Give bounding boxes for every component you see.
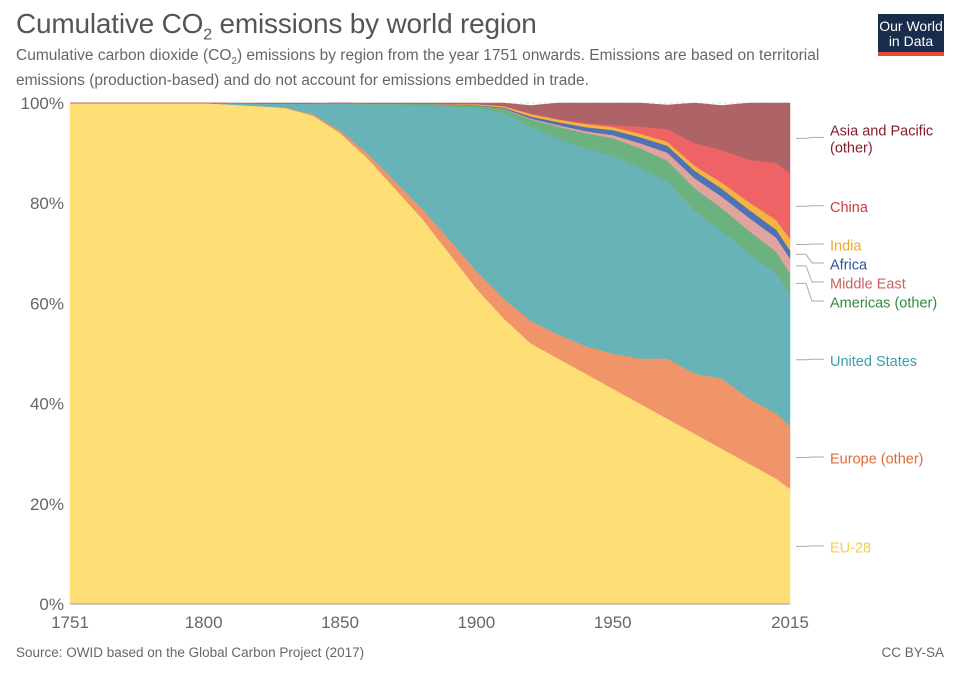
- leader-line-asia-and-pacific-other: [796, 136, 824, 139]
- y-tick-label-40: 40%: [30, 395, 64, 414]
- series-label-africa[interactable]: Africa: [830, 258, 868, 274]
- leader-line-united-states: [796, 358, 824, 361]
- leader-line-europe-other: [796, 456, 824, 458]
- leader-line-americas-other: [796, 282, 824, 302]
- y-tick-label-0: 0%: [39, 595, 64, 614]
- x-tick-label-1800: 1800: [185, 613, 223, 632]
- leader-line-eu-28: [796, 545, 824, 547]
- y-tick-label-60: 60%: [30, 294, 64, 313]
- leader-line-africa: [796, 253, 824, 264]
- our-world-in-data-logo[interactable]: Our World in Data: [878, 14, 944, 56]
- x-tick-label-1900: 1900: [457, 613, 495, 632]
- series-label-china[interactable]: China: [830, 200, 869, 216]
- series-label-eu-28[interactable]: EU-28: [830, 540, 871, 556]
- leader-line-india: [796, 243, 824, 246]
- leader-line-china: [796, 205, 824, 207]
- y-tick-label-80: 80%: [30, 194, 64, 213]
- x-tick-label-1950: 1950: [594, 613, 632, 632]
- chart-title: Cumulative CO2 emissions by world region: [16, 8, 537, 44]
- y-tick-label-20: 20%: [30, 495, 64, 514]
- y-tick-label-100: 100%: [21, 94, 64, 113]
- series-label-united-states[interactable]: United States: [830, 354, 917, 370]
- x-tick-label-1751: 1751: [51, 613, 89, 632]
- series-label-asia-and-pacific-other[interactable]: Asia and Pacific (other): [830, 123, 933, 156]
- x-tick-label-1850: 1850: [321, 613, 359, 632]
- license-link[interactable]: CC BY-SA: [881, 645, 944, 660]
- x-tick-label-2015: 2015: [771, 613, 809, 632]
- chart-subtitle: Cumulative carbon dioxide (CO2) emission…: [16, 47, 820, 90]
- series-label-india[interactable]: India: [830, 239, 862, 255]
- series-label-europe-other[interactable]: Europe (other): [830, 451, 924, 467]
- series-label-americas-other[interactable]: Americas (other): [830, 296, 937, 312]
- leader-line-middle-east: [796, 265, 824, 283]
- source-note: Source: OWID based on the Global Carbon …: [16, 645, 365, 660]
- area-asia-and-pacific-other[interactable]: [70, 102, 791, 175]
- series-label-middle-east[interactable]: Middle East: [830, 277, 906, 293]
